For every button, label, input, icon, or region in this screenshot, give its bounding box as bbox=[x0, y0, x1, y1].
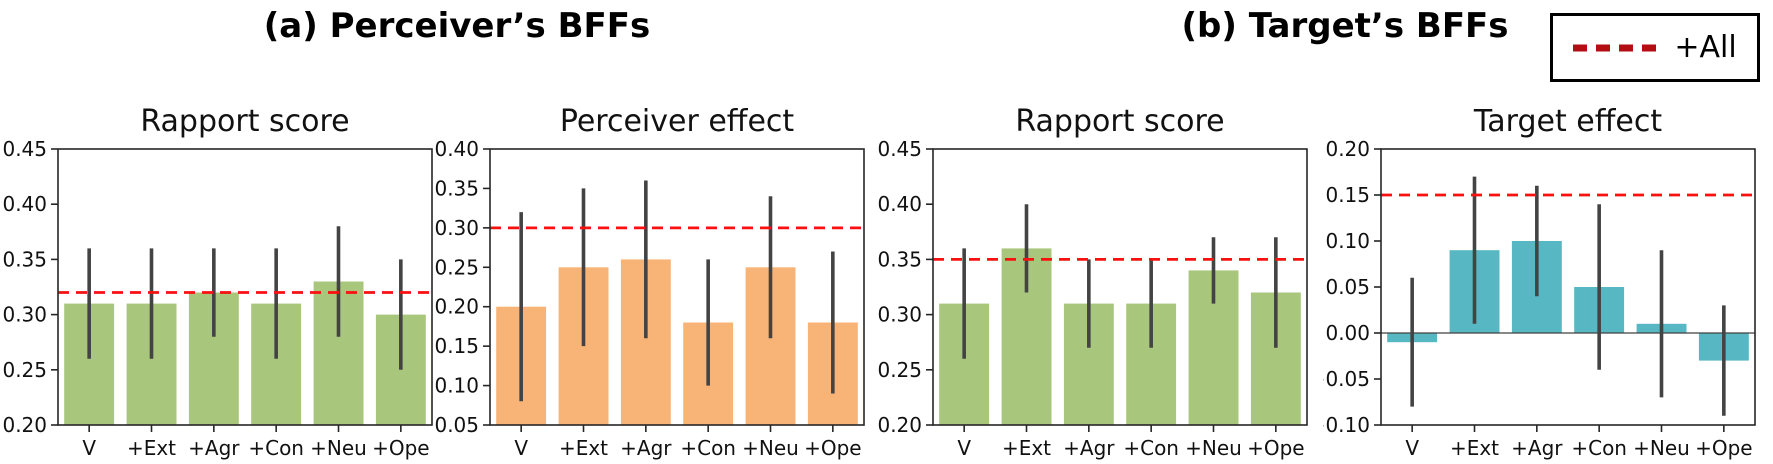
x-tick-label: +Ope bbox=[804, 436, 862, 460]
x-tick-label: +Agr bbox=[1063, 436, 1115, 460]
x-tick-label: +Ext bbox=[1002, 436, 1051, 460]
x-tick-label: V bbox=[514, 436, 528, 460]
chart-target-effect: Target effect −0.10 −0.05 0.00 0.05 0.10 0.15 0… bbox=[1323, 104, 1756, 460]
x-tick-label: +Neu bbox=[1633, 436, 1690, 460]
y-tick-label: 0.25 bbox=[2, 358, 47, 382]
y-tick-label: 0.05 bbox=[1325, 275, 1370, 299]
plot-border bbox=[1380, 148, 1756, 426]
chart-title: Rapport score bbox=[1015, 104, 1224, 139]
x-tick-label: +Neu bbox=[1185, 436, 1242, 460]
y-tick-label: 0.35 bbox=[877, 247, 922, 271]
plot-border bbox=[489, 148, 865, 426]
section-header-perceiver-bffs: (a) Perceiver’s BFFs bbox=[263, 6, 651, 46]
x-tick-label: +Ope bbox=[1247, 436, 1305, 460]
y-tick-label: 0.45 bbox=[877, 137, 922, 161]
red-dashed-line-icon bbox=[1573, 44, 1660, 51]
x-tick-label: +Agr bbox=[1511, 436, 1563, 460]
y-tick-label: 0.15 bbox=[1325, 183, 1370, 207]
y-tick-label: 0.30 bbox=[2, 303, 47, 327]
chart-perceiver-rapport-score: Rapport score 0.20 0.25 0.30 0.35 0.40 0.45 V +E… bbox=[2, 104, 433, 460]
y-tick-label: 0.20 bbox=[877, 413, 922, 437]
x-tick-label: +Ext bbox=[559, 436, 608, 460]
chart-perceiver-effect: Perceiver effect 0.05 0.10 0.15 0.20 0.25 0.30… bbox=[434, 104, 865, 460]
y-tick-label: −0.05 bbox=[1323, 367, 1370, 391]
x-tick-label: +Con bbox=[248, 436, 304, 460]
x-tick-label: +Neu bbox=[742, 436, 799, 460]
x-tick-label: +Ext bbox=[127, 436, 176, 460]
y-tick-label: −0.10 bbox=[1323, 413, 1370, 437]
y-tick-label: 0.35 bbox=[2, 247, 47, 271]
x-tick-label: V bbox=[957, 436, 971, 460]
x-tick-label: V bbox=[82, 436, 96, 460]
chart-title: Target effect bbox=[1473, 104, 1662, 139]
legend-box: +All bbox=[1550, 13, 1760, 82]
plot-border bbox=[932, 148, 1308, 426]
x-tick-label: V bbox=[1405, 436, 1419, 460]
y-tick-label: 0.05 bbox=[434, 413, 479, 437]
y-tick-label: 0.20 bbox=[2, 413, 47, 437]
y-tick-label: 0.25 bbox=[877, 358, 922, 382]
y-tick-label: 0.35 bbox=[434, 176, 479, 200]
y-tick-label: 0.40 bbox=[877, 192, 922, 216]
x-tick-label: +Ope bbox=[372, 436, 430, 460]
y-tick-label: 0.40 bbox=[2, 192, 47, 216]
x-tick-label: +Agr bbox=[620, 436, 672, 460]
y-tick-label: 0.30 bbox=[434, 216, 479, 240]
y-tick-label: 0.10 bbox=[1325, 229, 1370, 253]
legend-label: +All bbox=[1674, 29, 1737, 65]
y-tick-label: 0.30 bbox=[877, 303, 922, 327]
chart-title: Perceiver effect bbox=[560, 104, 795, 139]
section-header-target-bffs: (b) Target’s BFFs bbox=[1181, 6, 1509, 46]
y-tick-label: 0.20 bbox=[1325, 137, 1370, 161]
x-tick-label: +Neu bbox=[310, 436, 367, 460]
y-tick-label: 0.10 bbox=[434, 374, 479, 398]
y-tick-label: 0.20 bbox=[434, 295, 479, 319]
y-tick-label: 0.40 bbox=[434, 137, 479, 161]
y-tick-label: 0.45 bbox=[2, 137, 47, 161]
x-tick-label: +Ope bbox=[1695, 436, 1753, 460]
chart-target-rapport-score: Rapport score 0.20 0.25 0.30 0.35 0.40 0.45 V +E… bbox=[877, 104, 1308, 460]
y-tick-label: 0.15 bbox=[434, 334, 479, 358]
x-tick-label: +Con bbox=[680, 436, 736, 460]
plot-border bbox=[57, 148, 433, 426]
x-tick-label: +Con bbox=[1571, 436, 1627, 460]
x-tick-label: +Con bbox=[1123, 436, 1179, 460]
y-tick-label: 0.25 bbox=[434, 255, 479, 279]
y-tick-label: 0.00 bbox=[1325, 321, 1370, 345]
x-tick-label: +Agr bbox=[188, 436, 240, 460]
x-tick-label: +Ext bbox=[1450, 436, 1499, 460]
chart-title: Rapport score bbox=[140, 104, 349, 139]
